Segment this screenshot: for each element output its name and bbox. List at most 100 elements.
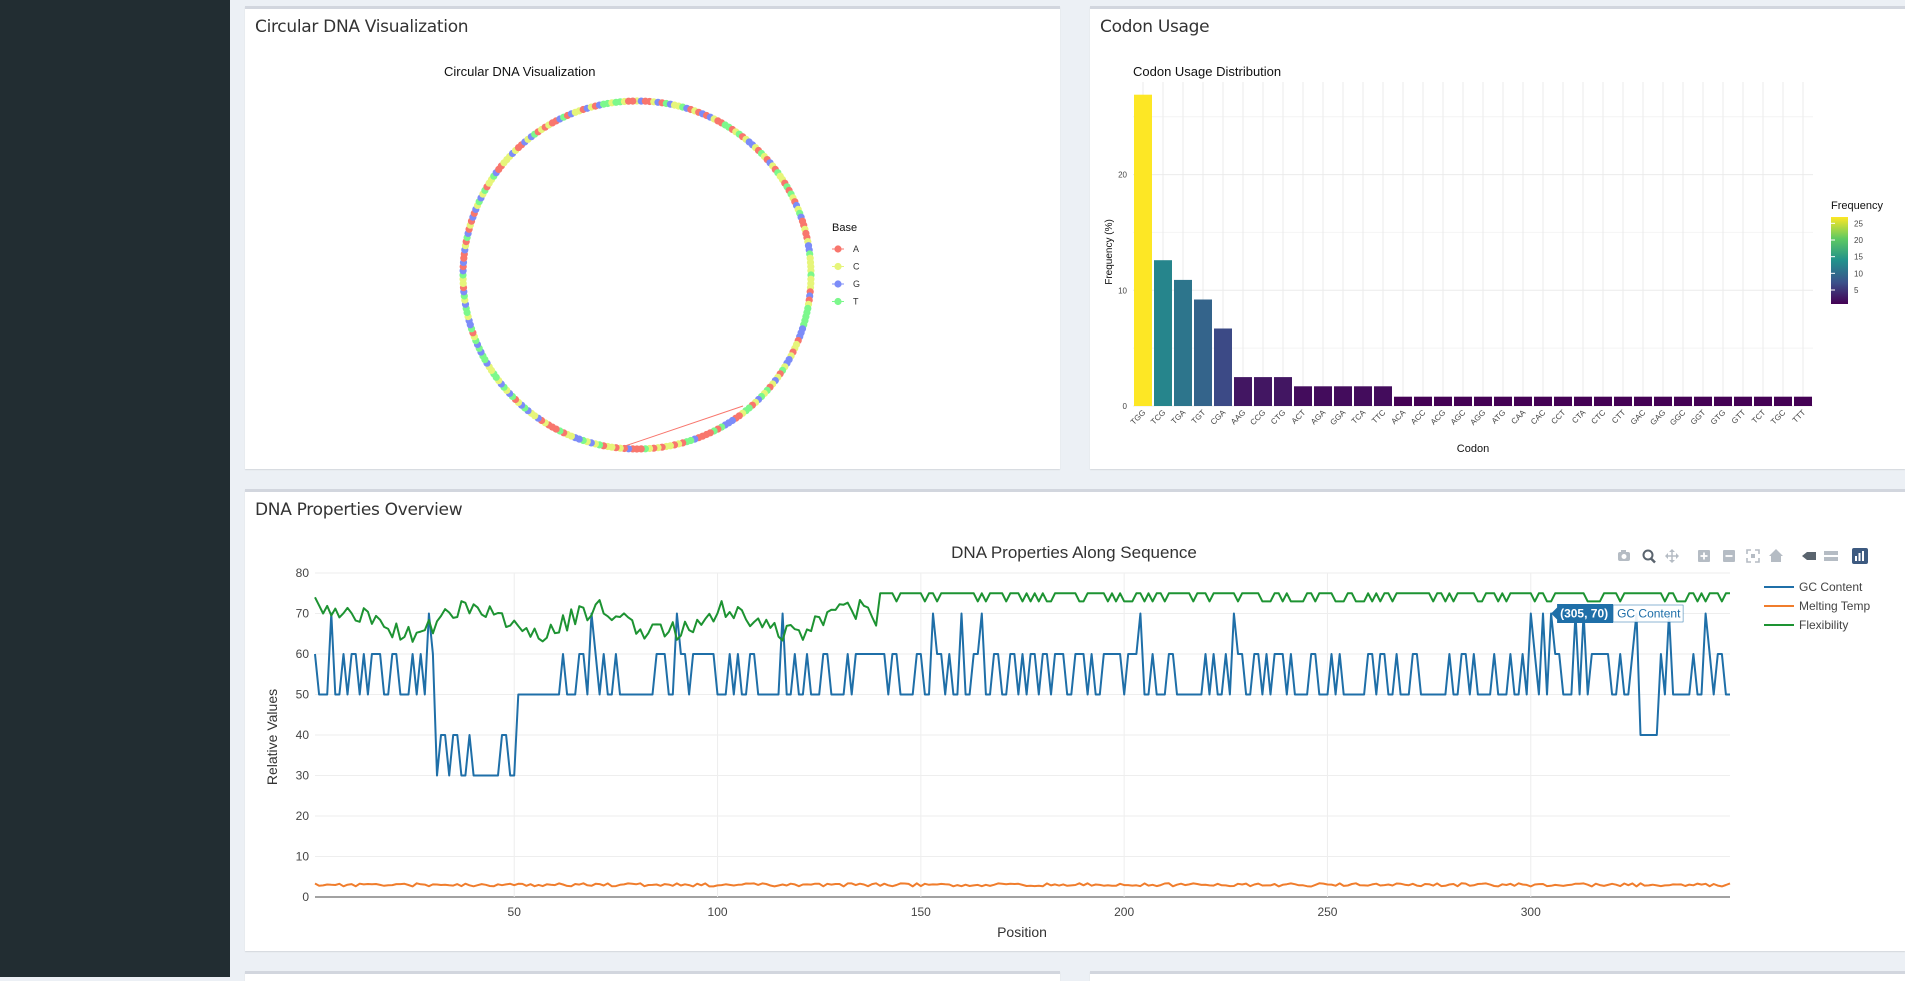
codon-x-tick-label: AGA: [1309, 408, 1328, 427]
x-tick-label: 250: [1317, 905, 1337, 919]
codon-bar-agc[interactable]: [1454, 396, 1472, 406]
codon-x-tick-label: ACT: [1290, 408, 1308, 426]
legend-label-g: G: [853, 279, 860, 289]
codon-y-tick-label: 10: [1118, 286, 1127, 295]
pan-icon[interactable]: [1665, 549, 1679, 563]
codon-bar-cga[interactable]: [1214, 328, 1232, 407]
codon-bar-gga[interactable]: [1334, 386, 1352, 406]
legend-key-dot: [834, 262, 842, 271]
codon-bar-tct[interactable]: [1754, 396, 1772, 406]
series-line-gc-content[interactable]: [314, 612, 1730, 777]
codon-bar-tca[interactable]: [1354, 386, 1372, 406]
legend-item-flexibility[interactable]: Flexibility: [1799, 618, 1848, 632]
dna-base-dot: [629, 97, 637, 105]
codon-x-ticks: TGG TCG TGA TGT CGA AAG CCG CTG ACT AGA GGA TCA TTC A…: [1129, 408, 1808, 428]
x-tick-label: 200: [1114, 905, 1134, 919]
codon-bar-gtg[interactable]: [1714, 396, 1732, 406]
codon-usage-box-title: Codon Usage: [1100, 17, 1210, 37]
codon-bar-acc[interactable]: [1414, 396, 1432, 406]
legend-label-c: C: [853, 262, 860, 272]
codon-bar-ttc[interactable]: [1374, 386, 1392, 406]
codon-x-tick-label: CAA: [1509, 408, 1527, 426]
x-tick-label: 100: [708, 905, 728, 919]
y-tick-label: 60: [296, 647, 310, 661]
codon-bar-ggt[interactable]: [1694, 396, 1712, 406]
codon-x-tick-label: TGA: [1169, 408, 1187, 426]
autoscale-icon[interactable]: [1746, 549, 1760, 563]
legend-item-melting-temp[interactable]: Melting Temp: [1799, 599, 1870, 613]
codon-bar-gac[interactable]: [1634, 396, 1652, 406]
codon-y-axis-label: Frequency (%): [1104, 219, 1115, 285]
codon-bar-tgt[interactable]: [1194, 299, 1212, 407]
codon-bar-ctt[interactable]: [1614, 396, 1632, 406]
codon-x-tick-label: ACG: [1429, 408, 1448, 427]
codon-bar-ctc[interactable]: [1594, 396, 1612, 406]
y-tick-label: 0: [302, 890, 309, 904]
codon-x-tick-label: CTT: [1610, 408, 1627, 425]
properties-y-axis-label: Relative Values: [264, 689, 280, 785]
camera-icon[interactable]: [1618, 550, 1630, 561]
legend-key-dot: [834, 280, 842, 288]
codon-bar-aag[interactable]: [1234, 377, 1252, 406]
zoom-icon[interactable]: [1642, 549, 1656, 564]
codon-bar-aca[interactable]: [1394, 396, 1412, 406]
codon-x-tick-label: GGC: [1668, 408, 1687, 427]
codon-bar-ctg[interactable]: [1274, 377, 1292, 406]
codon-bar-cac[interactable]: [1534, 396, 1552, 406]
circular-chart-title: Circular DNA Visualization: [444, 64, 596, 79]
dna-chord-line: [624, 405, 744, 447]
series-line-melting-temp[interactable]: [314, 882, 1731, 888]
codon-y-tick-label: 20: [1118, 171, 1127, 180]
base-legend-title: Base: [832, 222, 857, 234]
codon-x-tick-label: GGA: [1328, 408, 1347, 427]
legend-label-a: A: [853, 244, 859, 254]
codon-bar-cct[interactable]: [1554, 396, 1572, 406]
codon-bar-act[interactable]: [1294, 386, 1312, 406]
codon-x-axis-label: Codon: [1457, 443, 1489, 455]
colorbar-tick-label: 5: [1854, 286, 1859, 295]
codon-bar-acg[interactable]: [1434, 396, 1452, 406]
circular-dna-box-title: Circular DNA Visualization: [255, 17, 469, 37]
codon-bar-gag[interactable]: [1654, 396, 1672, 406]
plotly-logo-icon[interactable]: [1852, 548, 1868, 564]
reset-axes-icon[interactable]: [1769, 549, 1783, 562]
series-line-flexibility[interactable]: [314, 592, 1730, 643]
codon-bar-caa[interactable]: [1514, 396, 1532, 406]
codon-x-tick-label: CCG: [1248, 408, 1267, 427]
codon-bar-tga[interactable]: [1174, 279, 1192, 406]
zoom-in-icon[interactable]: [1698, 550, 1710, 562]
codon-bar-cta[interactable]: [1574, 396, 1592, 406]
codon-bar-ttt[interactable]: [1794, 396, 1812, 406]
codon-bar-agg[interactable]: [1474, 396, 1492, 406]
compare-hover-icon[interactable]: [1824, 551, 1838, 561]
y-tick-label: 30: [296, 769, 310, 783]
frequency-legend-title: Frequency: [1831, 200, 1883, 212]
codon-bar-tgg[interactable]: [1134, 94, 1152, 406]
codon-bar-atg[interactable]: [1494, 396, 1512, 406]
zoom-out-icon[interactable]: [1723, 550, 1735, 562]
dna-ring: [459, 97, 815, 453]
codon-x-tick-label: CAC: [1529, 408, 1547, 426]
codon-bar-ccg[interactable]: [1254, 377, 1272, 406]
codon-bar-gtt[interactable]: [1734, 396, 1752, 406]
codon-x-tick-label: TGC: [1769, 408, 1787, 426]
codon-bar-tcg[interactable]: [1154, 260, 1172, 406]
codon-bar-aga[interactable]: [1314, 386, 1332, 406]
spike-lines-icon[interactable]: [1802, 552, 1816, 560]
y-tick-label: 50: [296, 688, 310, 702]
legend-label-t: T: [853, 297, 859, 307]
codon-x-tick-label: TTT: [1791, 408, 1808, 425]
codon-x-tick-label: ATG: [1490, 408, 1508, 426]
codon-bar-tgc[interactable]: [1774, 396, 1792, 406]
codon-x-tick-label: GTT: [1730, 408, 1748, 426]
codon-x-tick-label: GTG: [1709, 408, 1728, 427]
properties-x-axis-label: Position: [997, 924, 1047, 940]
dna-properties-box-title: DNA Properties Overview: [255, 500, 463, 520]
codon-x-tick-label: TCT: [1750, 408, 1767, 425]
codon-bar-ggc[interactable]: [1674, 396, 1692, 406]
codon-x-tick-label: TTC: [1370, 408, 1388, 426]
legend-item-gc-content[interactable]: GC Content: [1799, 580, 1863, 594]
frequency-colorbar: [1831, 217, 1848, 304]
codon-x-tick-label: ACC: [1409, 408, 1427, 426]
